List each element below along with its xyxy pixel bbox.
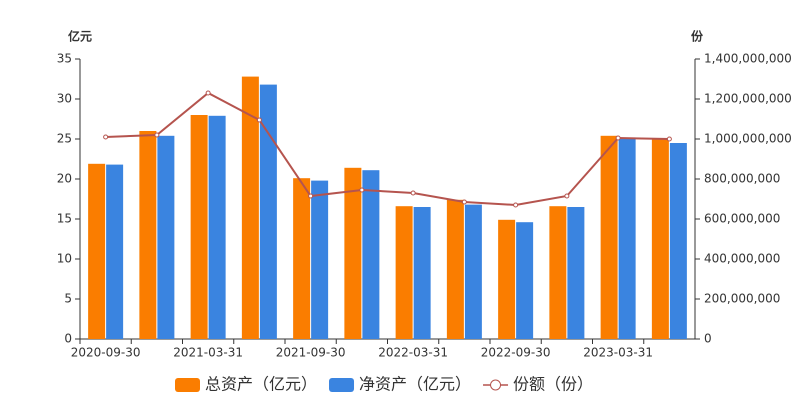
bar: [259, 84, 277, 339]
bar: [344, 167, 362, 339]
line-point: [205, 90, 211, 96]
y-tick-label: 25: [57, 132, 72, 146]
line-point: [513, 202, 519, 208]
y2-tick-label: 1,000,000,000: [704, 132, 792, 146]
line-point: [564, 193, 570, 199]
x-tick-label: 2023-03-31: [583, 346, 653, 360]
x-tick-label: 2021-09-30: [276, 346, 346, 360]
y-tick-label: 20: [57, 172, 72, 186]
bar: [498, 219, 516, 339]
y-tick-label: 10: [57, 252, 72, 266]
legend-swatch: [490, 379, 502, 391]
bar: [293, 178, 311, 339]
y2-tick-label: 0: [704, 332, 712, 346]
x-tick-label: 2022-03-31: [378, 346, 448, 360]
y2-tick-label: 600,000,000: [704, 212, 780, 226]
line-point: [103, 134, 109, 140]
bar: [106, 164, 124, 339]
y2-tick-label: 200,000,000: [704, 292, 780, 306]
y2-tick-label: 1,400,000,000: [704, 52, 792, 66]
bar: [567, 207, 585, 339]
bar: [618, 139, 636, 339]
line-point: [308, 193, 314, 199]
y2-axis-label: 份: [691, 29, 704, 44]
bar: [464, 204, 482, 339]
y-tick-label: 35: [57, 52, 72, 66]
bar: [190, 115, 208, 339]
legend-label: 份额（份）: [513, 375, 593, 394]
y-tick-label: 5: [64, 292, 72, 306]
bar: [446, 199, 464, 339]
bar: [549, 206, 567, 339]
line: [105, 91, 670, 207]
bar: [395, 206, 413, 339]
bar: [311, 180, 329, 339]
line-point: [461, 199, 467, 205]
y-tick-label: 0: [64, 332, 72, 346]
bar: [362, 170, 380, 339]
y-tick-label: 30: [57, 92, 72, 106]
y2-tick-label: 400,000,000: [704, 252, 780, 266]
line-point: [359, 187, 365, 193]
legend-label: 总资产（亿元）: [205, 375, 317, 394]
y-tick-label: 15: [57, 212, 72, 226]
line-point: [666, 136, 672, 142]
line-point: [256, 117, 262, 123]
line-point: [154, 132, 160, 138]
x-tick-label: 2022-09-30: [481, 346, 551, 360]
y2-tick-label: 1,200,000,000: [704, 92, 792, 106]
legend-label: 净资产（亿元）: [359, 375, 471, 394]
bar: [139, 131, 157, 339]
bar: [88, 163, 106, 339]
y-axis-label: 亿元: [68, 29, 92, 44]
bar: [157, 135, 175, 339]
bar: [516, 222, 534, 339]
legend-swatch: [175, 378, 200, 392]
line-point: [410, 190, 416, 196]
x-tick-label: 2020-09-30: [71, 346, 141, 360]
bar: [413, 207, 431, 339]
bar: [208, 115, 226, 339]
bar: [651, 139, 669, 339]
bar: [669, 143, 687, 339]
bar: [241, 76, 259, 339]
y2-tick-label: 800,000,000: [704, 172, 780, 186]
x-tick-label: 2021-03-31: [173, 346, 243, 360]
line-point: [615, 135, 621, 141]
legend-swatch: [329, 378, 355, 392]
bar: [600, 135, 618, 339]
